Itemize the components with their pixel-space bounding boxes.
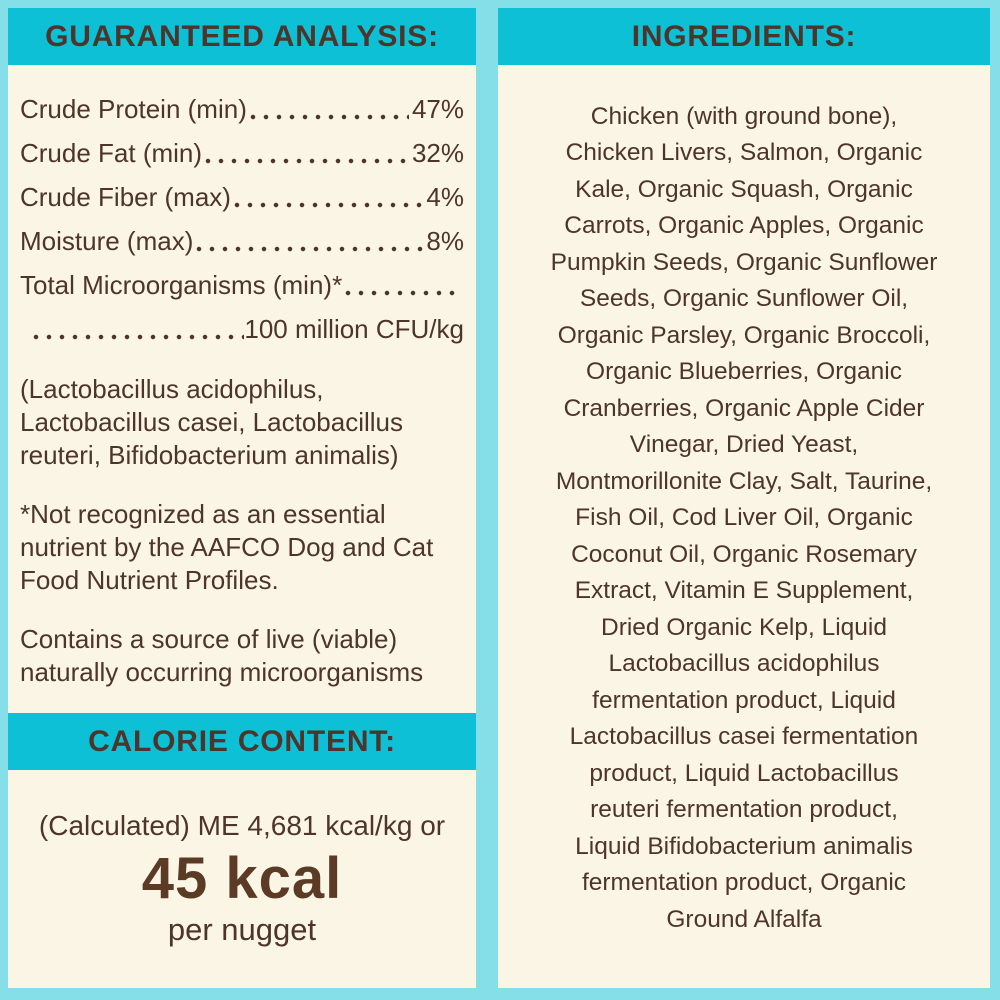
calorie-content-panel: (Calculated) ME 4,681 kcal/kg or 45 kcal… xyxy=(8,770,476,988)
calorie-content-title: CALORIE CONTENT: xyxy=(88,724,396,758)
dot-leader xyxy=(196,246,424,252)
guaranteed-analysis-panel: Crude Protein (min) 47% Crude Fat (min) … xyxy=(8,65,476,713)
right-column: INGREDIENTS: Chicken (with ground bone),… xyxy=(498,8,990,988)
calorie-unit: per nugget xyxy=(167,912,317,947)
row-label: Crude Protein (min) xyxy=(20,94,247,124)
row-label: Crude Fiber (max) xyxy=(20,182,231,212)
dot-leader xyxy=(345,290,461,296)
analysis-row-crude-protein: Crude Protein (min) 47% xyxy=(20,95,464,123)
dot-leader xyxy=(249,114,409,120)
analysis-row-crude-fat: Crude Fat (min) 32% xyxy=(20,139,464,167)
row-value: 100 million CFU/kg xyxy=(244,314,464,344)
row-label: Total Microorganisms (min)* xyxy=(20,270,343,300)
analysis-row-moisture: Moisture (max) 8% xyxy=(20,227,464,255)
row-value: 32% xyxy=(411,138,464,168)
species-note: (Lactobacillus acidophilus, Lactobacillu… xyxy=(20,374,403,470)
ingredients-header: INGREDIENTS: xyxy=(498,8,990,65)
analysis-row-microorganisms: Total Microorganisms (min)* 100 million … xyxy=(20,271,464,343)
row-label: Moisture (max) xyxy=(20,226,194,256)
row-value: 4% xyxy=(426,182,464,212)
calorie-calculated-line: (Calculated) ME 4,681 kcal/kg or xyxy=(38,810,446,841)
dot-leader xyxy=(33,334,245,340)
dot-leader xyxy=(205,158,409,164)
row-value: 8% xyxy=(426,226,464,256)
ingredients-text: Chicken (with ground bone), Chicken Live… xyxy=(550,102,938,933)
row-value: 47% xyxy=(411,94,464,124)
ingredients-title: INGREDIENTS: xyxy=(631,19,857,53)
aafco-footnote: *Not recognized as an essential nutrient… xyxy=(20,499,434,595)
guaranteed-analysis-title: GUARANTEED ANALYSIS: xyxy=(45,19,439,53)
ingredients-panel: Chicken (with ground bone), Chicken Live… xyxy=(498,65,990,988)
guaranteed-analysis-header: GUARANTEED ANALYSIS: xyxy=(8,8,476,65)
left-column: GUARANTEED ANALYSIS: Crude Protein (min)… xyxy=(8,8,476,988)
viable-microorganisms-note: Contains a source of live (viable) natur… xyxy=(20,624,424,687)
calorie-value: 45 kcal xyxy=(141,846,343,911)
calorie-content-header: CALORIE CONTENT: xyxy=(8,713,476,770)
analysis-row-crude-fiber: Crude Fiber (max) 4% xyxy=(20,183,464,211)
dot-leader xyxy=(233,202,424,208)
row-label: Crude Fat (min) xyxy=(20,138,203,168)
